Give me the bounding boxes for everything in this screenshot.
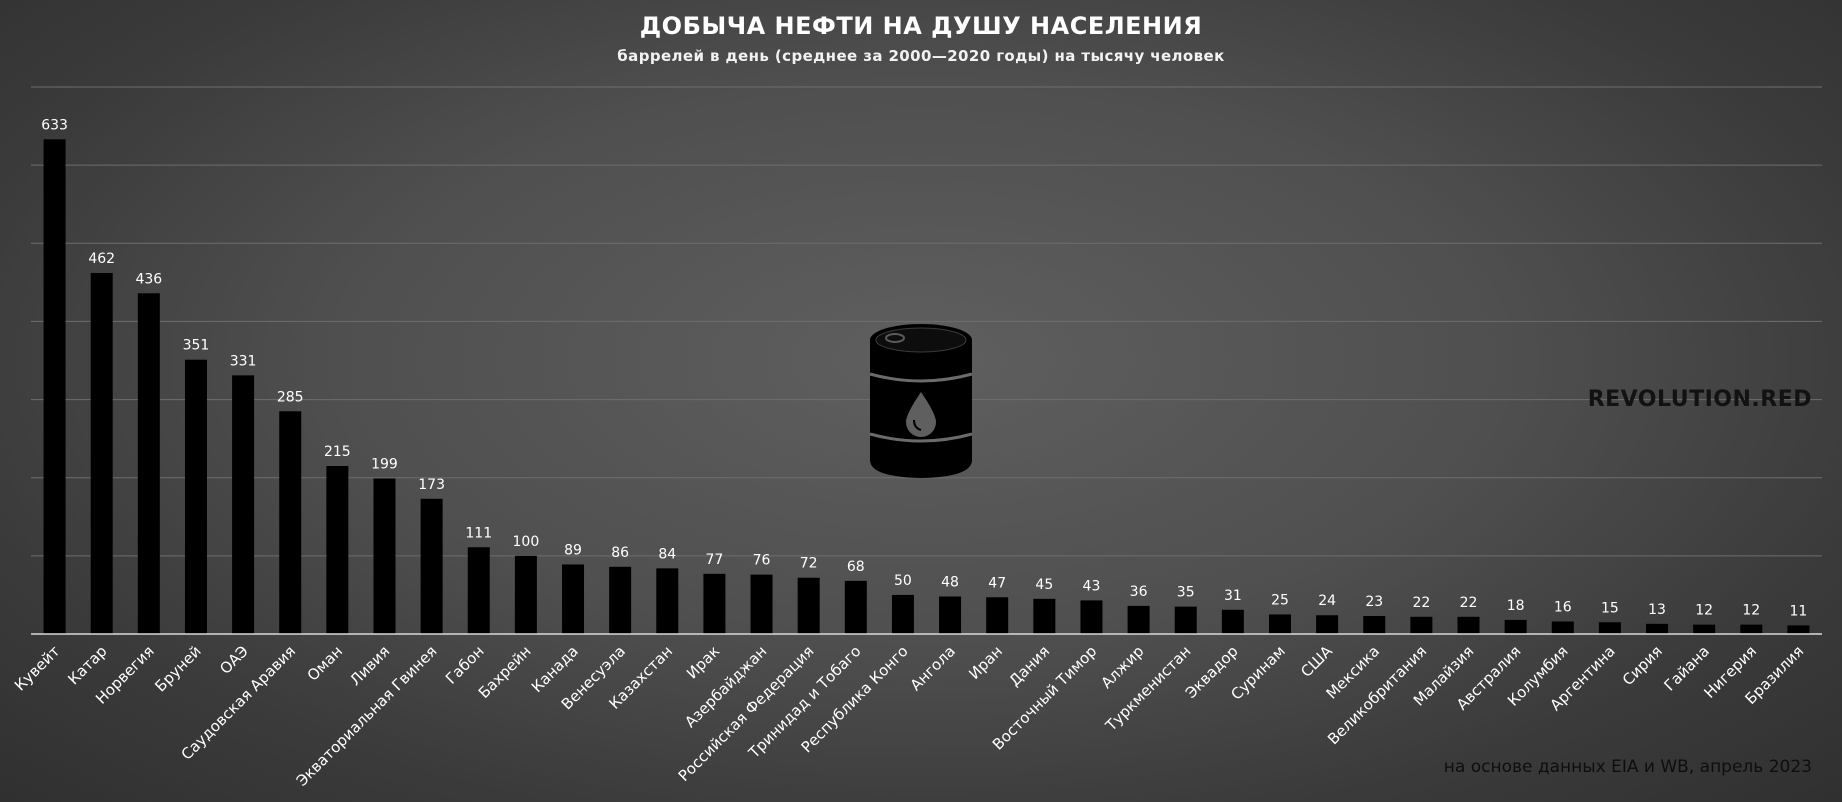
bar	[373, 478, 396, 634]
category-label: Ирак	[683, 642, 723, 682]
bar-value-label: 462	[88, 251, 115, 267]
bar-value-label: 68	[847, 559, 865, 575]
bar	[279, 411, 302, 634]
bar	[797, 577, 820, 634]
brand-logo: REVOLUTION.RED	[1587, 387, 1812, 412]
bar	[514, 555, 537, 634]
bar-value-label: 15	[1601, 600, 1619, 616]
bar	[609, 566, 632, 634]
bar-value-label: 76	[753, 553, 771, 569]
bar-value-label: 22	[1412, 595, 1430, 611]
bar	[1787, 625, 1810, 634]
bar-value-label: 35	[1177, 585, 1195, 601]
category-label: Кувейт	[11, 642, 64, 695]
bar-value-label: 22	[1460, 595, 1478, 611]
category-label: Габон	[442, 642, 488, 688]
bar	[1410, 616, 1433, 634]
category-label: Азербайджан	[681, 642, 770, 731]
bar-value-label: 285	[277, 389, 304, 405]
category-label: США	[1297, 642, 1336, 681]
bar	[986, 597, 1009, 634]
bar-value-label: 43	[1083, 578, 1101, 594]
bar	[1598, 622, 1621, 634]
category-label: Оман	[304, 642, 347, 685]
bar-value-label: 16	[1554, 599, 1572, 615]
bar	[1363, 616, 1386, 634]
bar-value-label: 111	[465, 525, 492, 541]
oil-barrel-icon	[866, 322, 976, 486]
bar-value-label: 12	[1742, 603, 1760, 619]
bar	[1646, 623, 1669, 634]
bar-value-label: 331	[230, 353, 257, 369]
bar	[420, 498, 443, 634]
bar	[1221, 609, 1244, 634]
bar-value-label: 24	[1318, 593, 1336, 609]
bar	[703, 573, 726, 634]
chart-subtitle: баррелей в день (среднее за 2000—2020 го…	[617, 47, 1225, 65]
bar-value-label: 47	[988, 575, 1006, 591]
bar	[656, 568, 679, 634]
bar-value-label: 72	[800, 556, 818, 572]
bar	[562, 564, 585, 634]
bar	[1740, 624, 1763, 634]
category-label: Ливия	[346, 642, 393, 689]
bar	[1268, 614, 1291, 634]
bar-value-label: 351	[183, 338, 210, 354]
bar	[326, 465, 349, 634]
bar-value-label: 50	[894, 573, 912, 589]
bars	[43, 139, 1810, 634]
bar	[844, 580, 867, 634]
bar	[232, 375, 255, 634]
bar	[90, 272, 113, 634]
bar-value-label: 89	[564, 542, 582, 558]
bar-value-label: 77	[705, 552, 723, 568]
category-label: Ангола	[907, 642, 959, 694]
bar-value-label: 45	[1035, 577, 1053, 593]
bar-value-label: 199	[371, 456, 398, 472]
bar-value-label: 215	[324, 444, 351, 460]
bar	[1457, 616, 1480, 634]
bar-value-label: 18	[1507, 598, 1525, 614]
bar	[939, 596, 962, 634]
bar	[1127, 605, 1150, 634]
bar	[43, 139, 66, 634]
category-label: Иран	[965, 642, 1006, 683]
bar-value-label: 173	[418, 477, 445, 493]
bar-value-label: 25	[1271, 592, 1289, 608]
category-label: Бруней	[151, 642, 204, 695]
bar	[1551, 621, 1574, 634]
bar-value-label: 13	[1648, 602, 1666, 618]
category-label: Сирия	[1619, 642, 1666, 689]
bar	[184, 359, 207, 634]
bar-value-label: 48	[941, 574, 959, 590]
bar-value-label: 100	[513, 534, 540, 550]
bar	[137, 293, 160, 634]
bar	[1504, 619, 1527, 634]
category-label: Туркменистан	[1101, 642, 1194, 735]
bar	[1080, 600, 1103, 634]
bar-value-label: 84	[658, 546, 676, 562]
bar	[750, 574, 773, 634]
bar	[467, 547, 490, 634]
source-note: на основе данных EIA и WB, апрель 2023	[1443, 757, 1812, 777]
bar	[891, 594, 914, 634]
bar-value-label: 436	[135, 271, 162, 287]
bar	[1174, 606, 1197, 634]
category-label: Катар	[64, 642, 110, 688]
bar-value-label: 11	[1790, 603, 1808, 619]
chart-title: ДОБЫЧА НЕФТИ НА ДУШУ НАСЕЛЕНИЯ	[639, 12, 1203, 40]
bar-value-label: 12	[1695, 603, 1713, 619]
bar-value-label: 36	[1130, 584, 1148, 600]
category-label: ОАЭ	[216, 642, 252, 678]
bar	[1693, 624, 1716, 634]
bar-value-label: 86	[611, 545, 629, 561]
bar	[1316, 615, 1339, 634]
bar-value-label: 31	[1224, 588, 1242, 604]
bar-value-label: 23	[1365, 594, 1383, 610]
bar-value-label: 633	[41, 117, 68, 133]
bar	[1033, 598, 1056, 634]
